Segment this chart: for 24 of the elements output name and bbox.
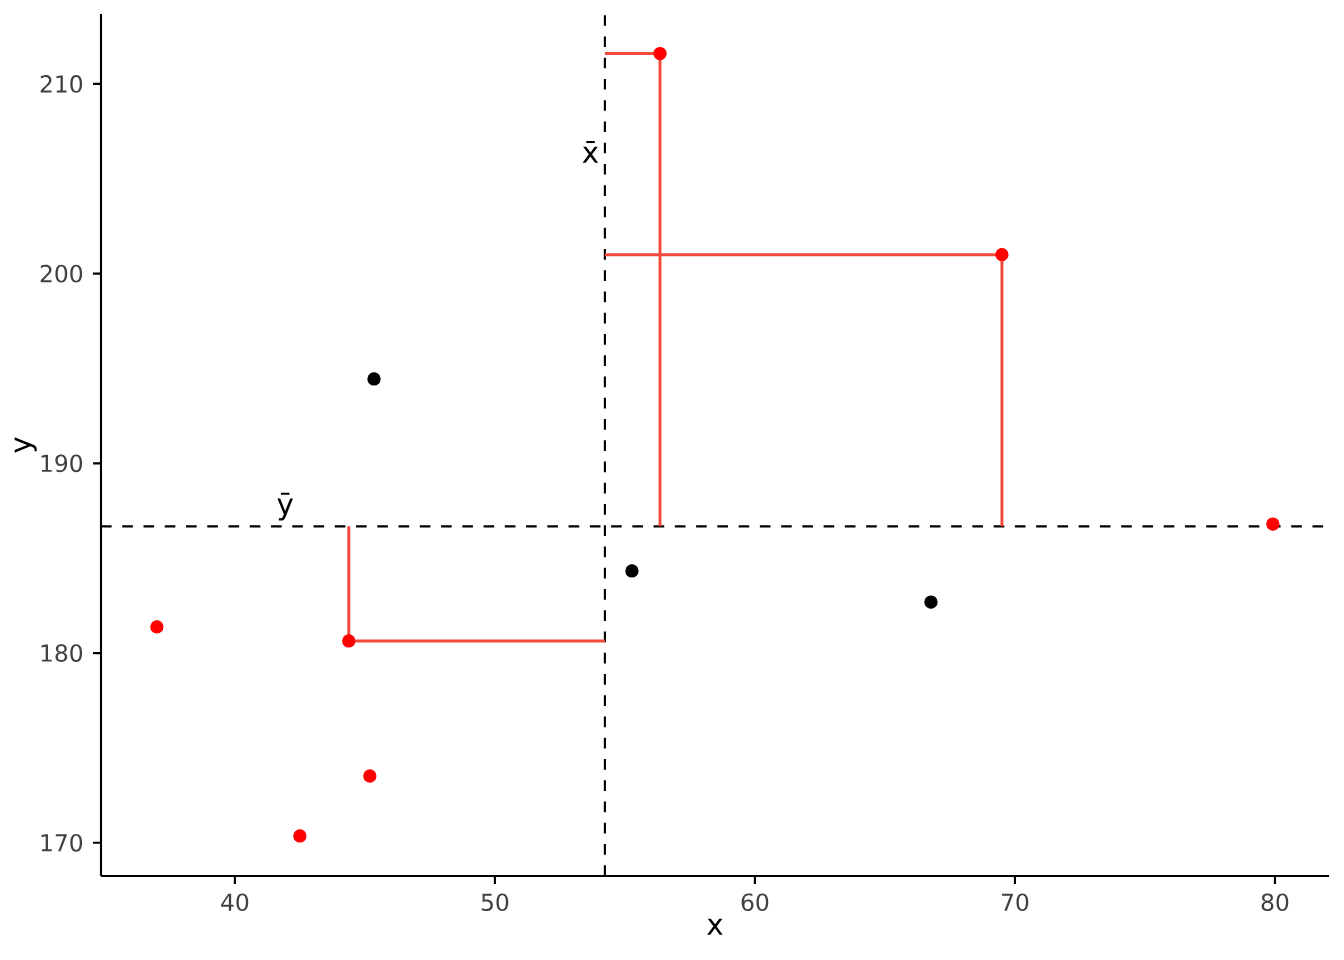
point [150, 620, 164, 634]
y-tick-label: 170 [41, 833, 83, 852]
y-tick-label: 200 [40, 264, 83, 283]
ref-line-label: x̄ [582, 140, 599, 163]
x-tick-label: 70 [1001, 893, 1029, 912]
ref-line-label: ȳ [277, 492, 293, 521]
point [924, 595, 938, 609]
point [367, 372, 381, 386]
x-tick-label: 50 [481, 893, 509, 912]
point [653, 46, 667, 61]
y-tick-label: 180 [41, 644, 83, 662]
point [995, 248, 1009, 262]
x-tick-label: 60 [741, 893, 769, 912]
x-tick-label: 40 [221, 893, 249, 912]
y-tick-label: 190 [41, 454, 83, 473]
point [293, 829, 307, 843]
x-tick-label: 80 [1261, 893, 1289, 912]
point [625, 564, 639, 578]
point [363, 769, 377, 783]
y-axis-title: y [14, 437, 37, 453]
y-tick-label: 210 [40, 75, 83, 93]
x-axis-title: x [707, 918, 723, 935]
point [342, 634, 356, 648]
point [1266, 517, 1280, 531]
